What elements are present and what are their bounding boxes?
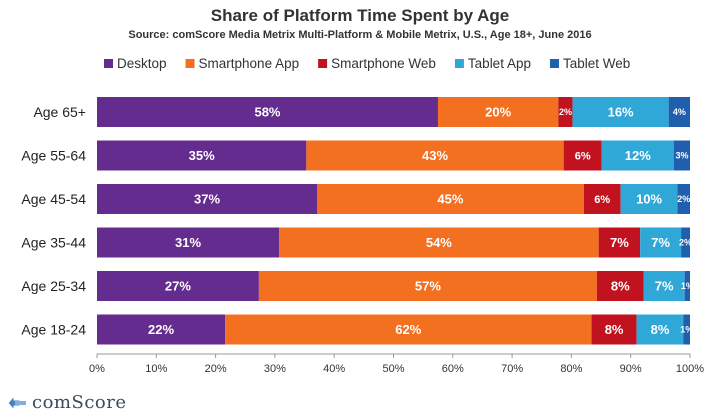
legend-label-2: Smartphone Web: [331, 56, 436, 71]
bar-segment-0-4: [668, 97, 690, 127]
logo-text: comScore: [32, 392, 127, 413]
bar-segment-1-0: [97, 140, 307, 171]
data-label-5-1: 62%: [395, 322, 421, 337]
data-label-0-1: 20%: [485, 105, 511, 120]
bar-segment-0-2: [558, 97, 573, 127]
category-label-0: Age 65+: [33, 104, 86, 120]
bar-segment-2-0: [97, 184, 318, 214]
data-label-3-1: 54%: [426, 235, 452, 250]
x-tick-label-4: 40%: [323, 363, 345, 375]
bar-segment-1-3: [601, 140, 674, 171]
legend-label-4: Tablet Web: [563, 56, 630, 71]
data-label-4-2: 8%: [611, 279, 630, 294]
data-label-0-0: 58%: [254, 105, 280, 120]
x-tick-label-6: 60%: [442, 363, 464, 375]
bar-segment-5-4: [683, 314, 690, 345]
legend: Desktop Smartphone App Smartphone Web Table…: [104, 56, 630, 71]
bar-segment-5-0: [97, 314, 226, 345]
bar-segment-2-2: [583, 184, 621, 214]
legend-label-0: Desktop: [117, 56, 167, 71]
legend-swatch-1: [185, 59, 195, 68]
data-label-1-1: 43%: [422, 148, 448, 163]
comscore-logo-icon: [7, 394, 26, 411]
bar-segment-3-4: [681, 227, 690, 258]
data-label-0-2: 2%: [559, 107, 572, 117]
comscore-logo: comScore: [6, 392, 127, 413]
bars: 58% 20% 2% 16% 4% 35% 43% 6% 12% 3% 37% 45% 6% 10% 2% 3…: [97, 97, 694, 345]
legend-label-3: Tablet App: [468, 56, 531, 71]
chart-subtitle: Source: comScore Media Metrix Multi-Plat…: [128, 29, 592, 41]
category-labels: Age 65+ Age 55-64 Age 45-54 Age 35-44 Age 25…: [21, 104, 86, 338]
data-label-1-3: 12%: [625, 148, 651, 163]
bar-segment-0-0: [97, 97, 438, 127]
bar-segment-4-0: [97, 271, 259, 301]
legend-label-1: Smartphone App: [199, 56, 300, 71]
data-label-1-0: 35%: [189, 148, 215, 163]
data-label-1-2: 6%: [575, 150, 591, 162]
x-tick-label-1: 10%: [145, 363, 167, 375]
chart-title: Share of Platform Time Spent by Age: [210, 6, 510, 25]
category-label-5: Age 18-24: [21, 322, 86, 338]
data-label-2-2: 6%: [594, 194, 610, 206]
bar-segment-4-1: [258, 271, 597, 301]
x-tick-label-2: 20%: [205, 363, 227, 375]
bar-segment-3-2: [598, 227, 641, 258]
bar-segment-2-4: [677, 184, 690, 214]
x-tick-label-9: 90%: [620, 363, 642, 375]
category-label-3: Age 35-44: [21, 235, 86, 251]
legend-swatch-2: [318, 59, 328, 68]
x-tick-label-3: 30%: [264, 363, 286, 375]
data-label-3-3: 7%: [651, 235, 670, 250]
legend-swatch-0: [104, 59, 113, 68]
category-label-4: Age 25-34: [21, 278, 86, 294]
category-label-2: Age 45-54: [21, 191, 86, 207]
data-label-0-4: 4%: [673, 107, 686, 117]
bar-segment-5-3: [636, 314, 684, 345]
legend-swatch-4: [549, 59, 559, 68]
bar-segment-1-4: [673, 140, 690, 171]
x-tick-label-5: 50%: [382, 363, 404, 375]
data-label-5-2: 8%: [605, 322, 624, 337]
data-label-0-3: 16%: [608, 105, 634, 120]
bar-segment-0-1: [437, 97, 559, 127]
bar-segment-3-1: [279, 227, 599, 258]
x-tick-label-7: 70%: [501, 363, 523, 375]
x-axis: 0% 10% 20% 30% 40% 50% 60% 70% 80% 90% 100%: [89, 353, 704, 375]
data-label-5-0: 22%: [148, 322, 174, 337]
category-label-1: Age 55-64: [21, 148, 86, 164]
data-label-4-3: 7%: [655, 279, 674, 294]
data-label-2-4: 2%: [677, 194, 690, 204]
bar-segment-1-2: [563, 140, 602, 171]
bar-segment-3-0: [97, 227, 280, 258]
data-label-2-3: 10%: [636, 192, 662, 207]
bar-segment-4-4: [684, 271, 690, 301]
data-label-5-4: 1%: [680, 325, 693, 335]
data-label-3-4: 2%: [679, 238, 692, 248]
data-label-2-0: 37%: [194, 192, 220, 207]
data-label-1-4: 3%: [675, 151, 688, 161]
bar-segment-5-1: [225, 314, 592, 345]
data-label-3-2: 7%: [610, 235, 629, 250]
bar-segment-1-1: [306, 140, 564, 171]
x-tick-label-0: 0%: [89, 363, 105, 375]
x-tick-label-8: 80%: [560, 363, 582, 375]
data-label-3-0: 31%: [175, 235, 201, 250]
data-label-4-0: 27%: [165, 279, 191, 294]
data-label-5-3: 8%: [651, 322, 670, 337]
legend-swatch-3: [454, 59, 464, 68]
bar-segment-2-3: [620, 184, 678, 214]
bar-segment-4-3: [643, 271, 685, 301]
x-tick-label-10: 100%: [676, 363, 704, 375]
data-label-4-1: 57%: [415, 279, 441, 294]
bar-segment-4-2: [596, 271, 644, 301]
data-label-2-1: 45%: [437, 192, 463, 207]
bar-segment-3-3: [640, 227, 682, 258]
bar-segment-0-3: [572, 97, 669, 127]
data-label-4-4: 1%: [681, 281, 694, 291]
bar-segment-2-1: [317, 184, 584, 214]
bar-segment-5-2: [591, 314, 637, 345]
